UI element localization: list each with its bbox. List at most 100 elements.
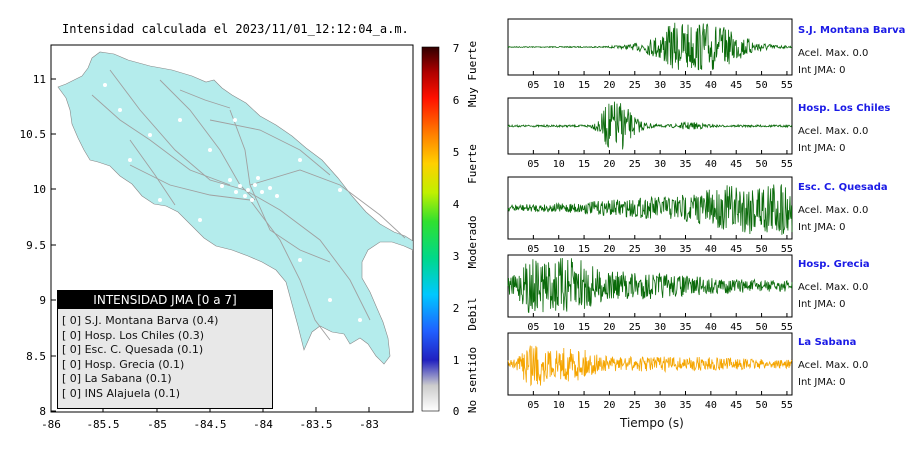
legend-row: [ 0] S.J. Montana Barva (0.4) [62, 314, 219, 327]
station-name: Esc. C. Quesada [798, 182, 888, 193]
colorbar-gradient [421, 46, 440, 412]
time-tick-label: 15 [578, 244, 590, 255]
time-tick-label: 25 [629, 244, 641, 255]
intensity-colorbar: 7 6 5 4 3 2 1 0 Muy Fuerte Fuerte Modera… [421, 41, 479, 418]
colorbar-label: Debil [466, 297, 479, 330]
legend-row: [ 0] Hosp. Grecia (0.1) [62, 357, 185, 371]
time-tick-label: 05 [527, 159, 539, 170]
legend-row: [ 0] Hosp. Los Chiles (0.3) [62, 328, 205, 342]
time-tick-label: 55 [781, 159, 793, 170]
colorbar-label: Moderado [466, 216, 479, 269]
time-tick-label: 20 [603, 80, 615, 91]
station-name: La Sabana [798, 337, 857, 348]
time-tick-label: 05 [527, 244, 539, 255]
time-tick-label: 40 [705, 244, 717, 255]
station-jma: Int JMA: 0 [798, 222, 846, 233]
legend-row: [ 0] La Sabana (0.1) [62, 372, 172, 385]
lat-tick: 8.5 [26, 350, 46, 363]
time-tick-label: 55 [781, 400, 793, 411]
time-tick-label: 30 [654, 80, 666, 91]
time-tick-label: 40 [705, 322, 717, 333]
colorbar-tick: 2 [453, 302, 460, 315]
lon-tick: -83.5 [299, 418, 332, 431]
lon-tick: -84.5 [193, 418, 226, 431]
colorbar-tick: 6 [453, 94, 460, 107]
colorbar-tick: 3 [453, 250, 460, 263]
waveform-trace [507, 101, 793, 150]
intensity-legend: INTENSIDAD JMA [0 a 7] [ 0] S.J. Montana… [57, 290, 273, 409]
time-tick-label: 15 [578, 159, 590, 170]
station-accel: Acel. Max. 0.0 [798, 48, 869, 59]
time-tick-label: 40 [705, 80, 717, 91]
waveform-trace [507, 257, 793, 313]
colorbar-tick: 5 [453, 146, 460, 159]
waveform-trace [507, 22, 793, 71]
colorbar-label: No sentido [466, 347, 479, 413]
time-tick-label: 30 [654, 400, 666, 411]
time-tick-label: 25 [629, 159, 641, 170]
lat-tick: 9.5 [26, 239, 46, 252]
time-tick-label: 20 [603, 322, 615, 333]
time-tick-label: 30 [654, 159, 666, 170]
road-network [91, 69, 406, 341]
lon-tick: -84 [253, 418, 273, 431]
time-tick-label: 35 [679, 400, 691, 411]
lon-tick: -85.5 [86, 418, 119, 431]
station-jma: Int JMA: 0 [798, 299, 846, 310]
legend-row: [ 0] Esc. C. Quesada (0.1) [62, 343, 204, 356]
waveform-trace [507, 345, 793, 387]
costa-rica-land [57, 51, 413, 365]
time-tick-label: 40 [705, 400, 717, 411]
colorbar-label: Fuerte [466, 144, 479, 184]
station-jma: Int JMA: 0 [798, 65, 846, 76]
time-tick-label: 10 [553, 159, 565, 170]
time-tick-label: 20 [603, 244, 615, 255]
station-accel: Acel. Max. 0.0 [798, 205, 869, 216]
time-tick-label: 50 [756, 400, 768, 411]
time-tick-label: 45 [730, 322, 742, 333]
time-tick-label: 45 [730, 80, 742, 91]
time-tick-label: 35 [679, 80, 691, 91]
colorbar-tick: 0 [453, 405, 460, 418]
seismograms: 05 10 15 20 25 30 35 40 45 50 55 05 10 15 20 25 30 35 40 45… [507, 18, 793, 411]
time-tick-label: 35 [679, 159, 691, 170]
time-tick-label: 40 [705, 159, 717, 170]
time-tick-label: 50 [756, 322, 768, 333]
time-tick-label: 25 [629, 322, 641, 333]
lat-tick: 8 [39, 405, 46, 418]
station-jma: Int JMA: 0 [798, 377, 846, 388]
time-tick-label: 35 [679, 244, 691, 255]
lat-tick: 11 [33, 73, 46, 86]
station-name: Hosp. Los Chiles [798, 103, 891, 114]
time-tick-label: 10 [553, 322, 565, 333]
colorbar-label: Muy Fuerte [466, 41, 479, 107]
time-tick-label: 50 [756, 159, 768, 170]
time-tick-label: 45 [730, 244, 742, 255]
time-tick-label: 20 [603, 159, 615, 170]
lon-tick: -83 [359, 418, 379, 431]
time-tick-label: 50 [756, 244, 768, 255]
station-accel: Acel. Max. 0.0 [798, 360, 869, 371]
legend-title: INTENSIDAD JMA [0 a 7] [58, 291, 272, 309]
time-tick-label: 30 [654, 322, 666, 333]
time-tick-label: 55 [781, 322, 793, 333]
time-tick-label: 45 [730, 159, 742, 170]
lon-tick: -85 [147, 418, 167, 431]
time-tick-label: 45 [730, 400, 742, 411]
station-name: Hosp. Grecia [798, 259, 870, 270]
time-tick-label: 05 [527, 80, 539, 91]
station-accel: Acel. Max. 0.0 [798, 282, 869, 293]
time-tick-label: 15 [578, 322, 590, 333]
waveform-trace [507, 184, 793, 235]
legend-row: [ 0] INS Alajuela (0.1) [62, 386, 181, 400]
time-tick-label: 15 [578, 80, 590, 91]
time-tick-label: 55 [781, 80, 793, 91]
time-tick-label: 10 [553, 80, 565, 91]
time-tick-label: 15 [578, 400, 590, 411]
time-tick-label: 50 [756, 80, 768, 91]
time-tick-label: 10 [553, 244, 565, 255]
time-tick-label: 20 [603, 400, 615, 411]
time-axis-title: Tiempo (s) [620, 416, 684, 430]
station-dots [103, 83, 382, 322]
station-accel: Acel. Max. 0.0 [798, 126, 869, 137]
